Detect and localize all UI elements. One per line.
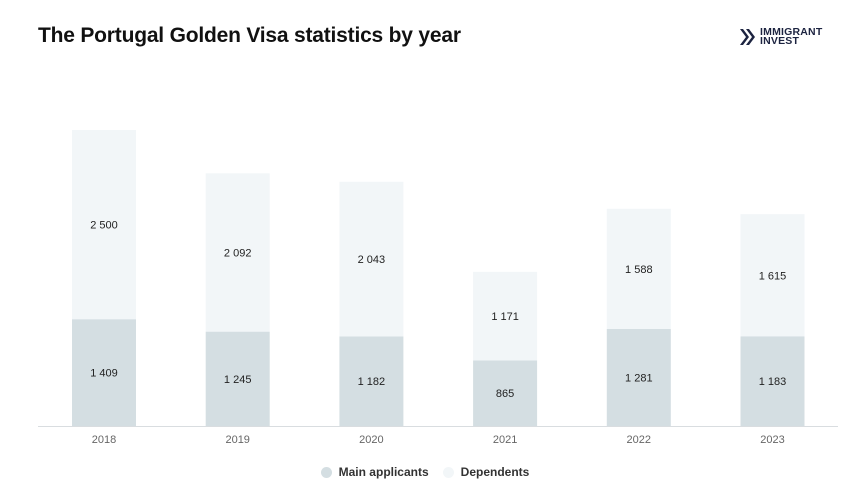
bar-main-applicants: [72, 319, 136, 426]
bar-dependents: [740, 214, 805, 337]
data-label-dependents: 1 588: [625, 264, 653, 276]
bar-dependents: [72, 130, 136, 320]
data-label-dependents: 2 092: [224, 248, 252, 260]
x-tick-label: 2022: [627, 434, 651, 446]
bar-dependents: [473, 271, 538, 361]
bar-dependents: [339, 181, 404, 337]
bar-main-applicants: [473, 360, 538, 426]
bar-main-applicants: [606, 328, 671, 426]
legend-item-main: Main applicants: [320, 465, 429, 479]
brand-line-2: INVEST: [760, 35, 800, 47]
data-label-main-applicants: 1 245: [224, 374, 252, 386]
legend-swatch-main: [320, 466, 332, 478]
data-label-dependents: 1 615: [759, 270, 787, 282]
data-label-main-applicants: 1 183: [759, 376, 787, 388]
data-label-dependents: 2 500: [90, 220, 118, 232]
legend-label-dependents: Dependents: [460, 465, 530, 479]
legend-item-dependents: Dependents: [442, 465, 530, 479]
data-label-dependents: 2 043: [358, 254, 386, 266]
bar-main-applicants: [205, 331, 270, 426]
x-tick-label: 2023: [760, 434, 784, 446]
bar-dependents: [205, 173, 270, 332]
brand-chevron-icon: [740, 29, 755, 45]
data-label-main-applicants: 1 281: [625, 372, 653, 384]
legend-swatch-dependents: [442, 466, 454, 478]
data-label-dependents: 1 171: [491, 311, 519, 323]
data-label-main-applicants: 1 182: [358, 376, 386, 388]
chart-legend: Main applicants Dependents: [0, 465, 850, 479]
brand-logo: IMMIGRANT INVEST: [739, 27, 822, 47]
chart-title: The Portugal Golden Visa statistics by y…: [38, 24, 461, 47]
data-label-main-applicants: 1 409: [90, 368, 118, 380]
bar-main-applicants: [339, 336, 404, 426]
data-label-main-applicants: 865: [496, 388, 514, 400]
x-tick-label: 2021: [493, 434, 517, 446]
bar-main-applicants: [740, 336, 805, 426]
x-tick-label: 2020: [359, 434, 383, 446]
x-tick-label: 2018: [92, 434, 116, 446]
brand-name: IMMIGRANT INVEST: [760, 26, 823, 47]
legend-label-main: Main applicants: [338, 465, 429, 479]
x-tick-label: 2019: [225, 434, 249, 446]
bar-dependents: [606, 208, 671, 329]
brand-line-1: IMMIGRANT: [760, 26, 823, 38]
